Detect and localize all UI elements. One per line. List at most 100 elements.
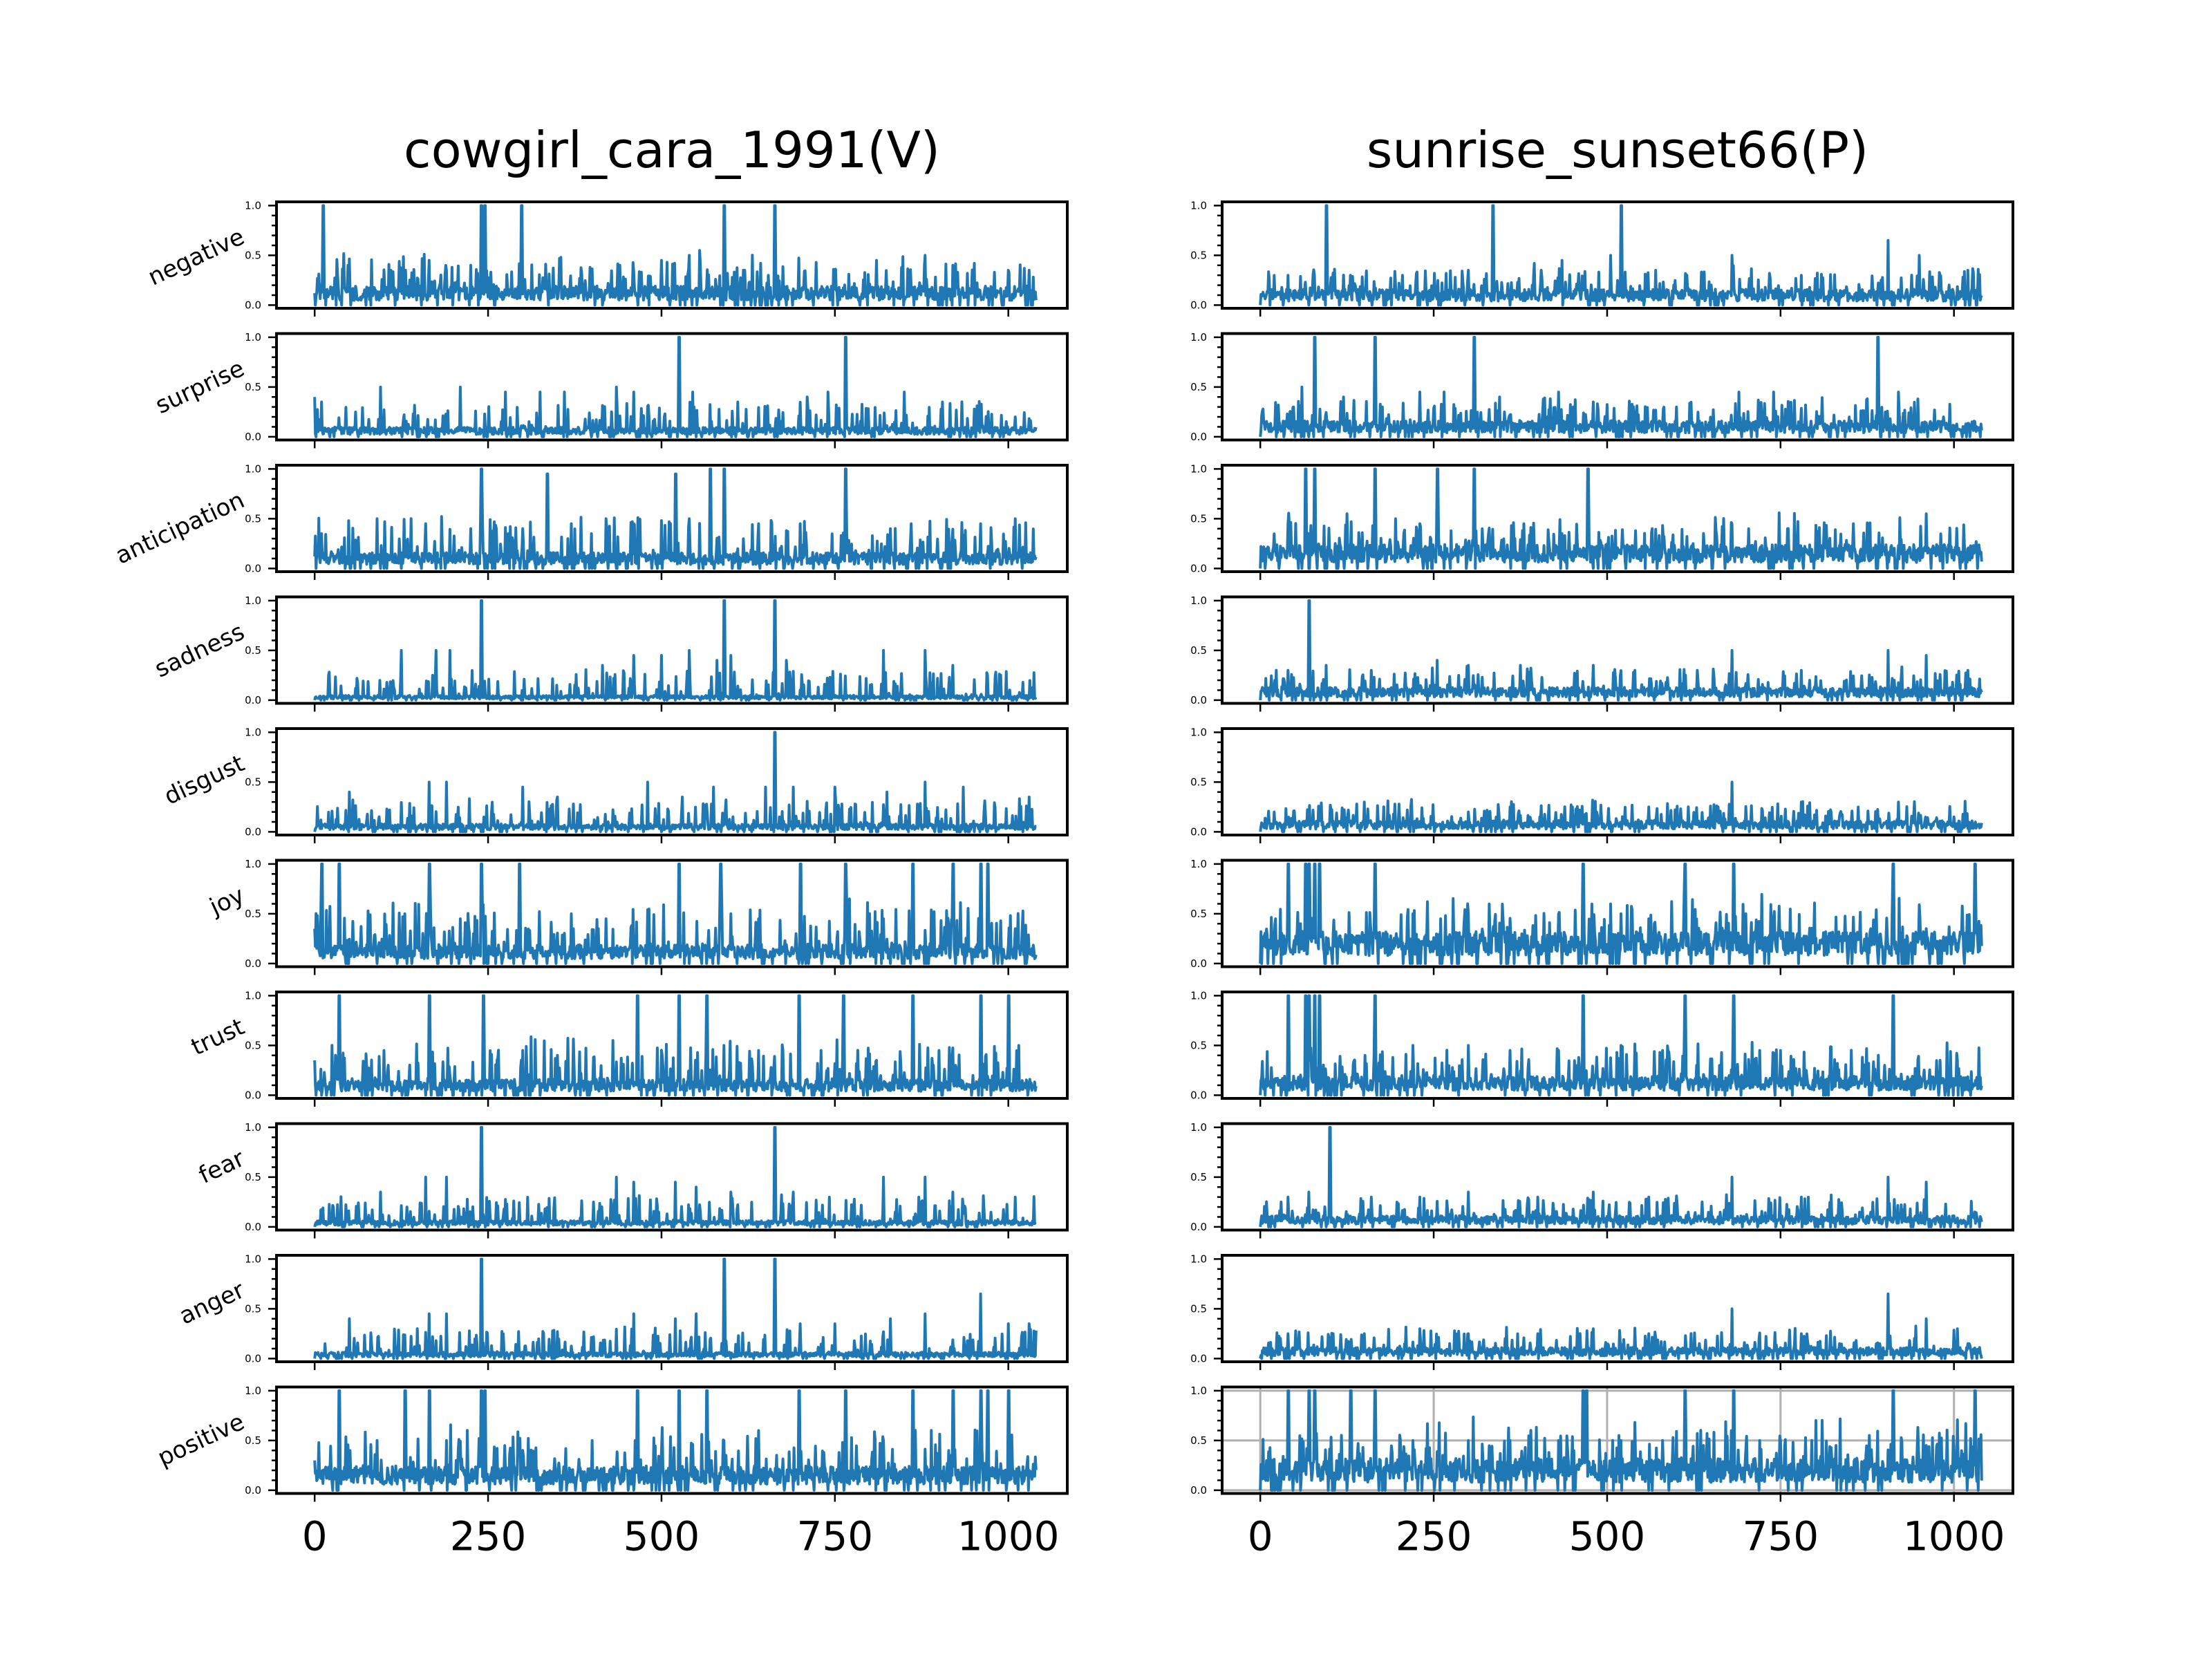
x-tick-label: 500 [624,1513,700,1560]
y-tick-label: 1.0 [245,726,261,738]
y-tick-label: 0.0 [245,562,261,574]
y-tick-label: 1.0 [1190,199,1207,212]
series-line-surprise [313,335,1038,438]
y-tick-label: 0.0 [1190,694,1207,706]
y-tick-label: 0.5 [245,644,261,657]
panel-trust: 0.0 0.5 1.0 [1190,989,2014,1107]
panel-positive: 0.0 0.5 1.0 [1190,1385,2014,1502]
y-tick-label: 0.5 [1190,776,1207,788]
series-line-anger [1259,1292,1983,1360]
y-tick-label: 1.0 [245,331,261,344]
panel-negative: 0.0 0.5 1.0 [1190,199,2014,317]
y-tick-label: 1.0 [1190,1253,1207,1265]
y-tick-label: 0.5 [1190,512,1207,525]
panel-disgust: 0.0 0.5 1.0 [1190,726,2014,843]
y-tick-label: 0.0 [1190,957,1207,970]
y-tick-label: 0.5 [1190,249,1207,261]
series-line-disgust [1259,780,1983,834]
y-tick-label: 0.0 [1190,1352,1207,1365]
series-line-trust [313,994,1038,1097]
series-line-fear [313,1125,1037,1228]
series-line-sadness [1259,599,1983,702]
panel-surprise: 0.0 0.5 1.0 [1190,331,2014,449]
y-tick-label: 0.5 [245,249,261,261]
y-tick-label: 1.0 [1190,1385,1207,1397]
x-tick-label: 1000 [1903,1513,2005,1560]
y-tick-label: 1.0 [245,594,261,607]
x-tick-label: 0 [302,1513,328,1560]
series-line-anticipation [1259,467,1983,570]
series-line-joy [1259,862,1983,965]
panel-joy: 0.0 0.5 1.0 [1190,858,2014,975]
series-line-anger [313,1257,1038,1360]
y-tick-label: 0.5 [1190,1302,1207,1315]
y-tick-label: 1.0 [245,1121,261,1134]
series-line-joy [313,862,1038,965]
x-tick-label: 250 [450,1513,527,1560]
y-tick-label: 1.0 [1190,726,1207,738]
y-tick-label: 0.0 [245,1484,261,1497]
series-line-negative [1259,204,1983,307]
y-tick-label: 0.0 [1190,825,1207,838]
series-line-anticipation [313,467,1038,570]
y-tick-label: 1.0 [245,1253,261,1265]
y-tick-label: 0.5 [245,1302,261,1315]
x-tick-label: 250 [1396,1513,1472,1560]
y-tick-label: 0.0 [245,1352,261,1365]
y-tick-label: 1.0 [1190,989,1207,1002]
y-tick-label: 1.0 [245,462,261,475]
series-line-negative [313,204,1038,307]
y-tick-label: 0.5 [1190,1434,1207,1447]
y-tick-label: 1.0 [245,858,261,870]
y-tick-label: 1.0 [1190,594,1207,607]
y-tick-label: 0.5 [245,1171,261,1183]
y-tick-label: 0.5 [245,381,261,393]
y-tick-label: 0.5 [1190,1171,1207,1183]
y-tick-label: 1.0 [1190,331,1207,344]
series-line-positive [1259,1389,1983,1492]
y-tick-label: 0.5 [1190,1039,1207,1051]
column-1: sunrise_sunset66(P)0.00.51.00.00.51.00.0… [1190,121,2014,1560]
y-tick-label: 1.0 [1190,858,1207,870]
y-tick-label: 0.0 [1190,562,1207,574]
y-tick-label: 0.5 [1190,644,1207,657]
column-0: cowgirl_cara_1991(V)0.00.51.0negative0.0… [111,121,1069,1560]
y-tick-label: 0.0 [245,431,261,443]
y-tick-label: 0.0 [1190,299,1207,311]
y-tick-label: 0.0 [245,1089,261,1101]
y-tick-label: 1.0 [245,1385,261,1397]
y-tick-label: 0.5 [245,1039,261,1051]
y-tick-label: 0.5 [245,1434,261,1447]
y-tick-label: 0.0 [245,694,261,706]
panel-sadness: 0.0 0.5 1.0 [1190,594,2014,712]
x-tick-label: 1000 [957,1513,1060,1560]
series-line-trust [1259,994,1983,1097]
y-tick-label: 1.0 [1190,462,1207,475]
y-tick-label: 0.0 [1190,1089,1207,1101]
y-tick-label: 0.0 [245,299,261,311]
y-tick-label: 0.5 [245,908,261,920]
series-line-sadness [313,599,1038,702]
y-tick-label: 0.5 [245,512,261,525]
series-line-surprise [1259,335,1983,438]
panel-anticipation: 0.0 0.5 1.0 [1190,462,2014,580]
y-tick-label: 0.5 [1190,381,1207,393]
y-tick-label: 1.0 [245,199,261,212]
series-line-disgust [313,731,1037,834]
y-tick-label: 0.0 [245,957,261,970]
y-tick-label: 0.0 [245,1221,261,1233]
panel-anger: 0.0 0.5 1.0 [1190,1253,2014,1370]
y-tick-label: 0.0 [1190,1221,1207,1233]
y-tick-label: 0.5 [1190,908,1207,920]
series-line-positive [313,1389,1038,1492]
column-title: cowgirl_cara_1991(V) [404,121,940,179]
series-line-fear [1259,1125,1983,1228]
y-tick-label: 0.0 [1190,1484,1207,1497]
y-tick-label: 0.5 [245,776,261,788]
y-tick-label: 1.0 [1190,1121,1207,1134]
y-tick-label: 0.0 [245,825,261,838]
panel-fear: 0.0 0.5 1.0 [1190,1121,2014,1239]
x-tick-label: 500 [1569,1513,1646,1560]
